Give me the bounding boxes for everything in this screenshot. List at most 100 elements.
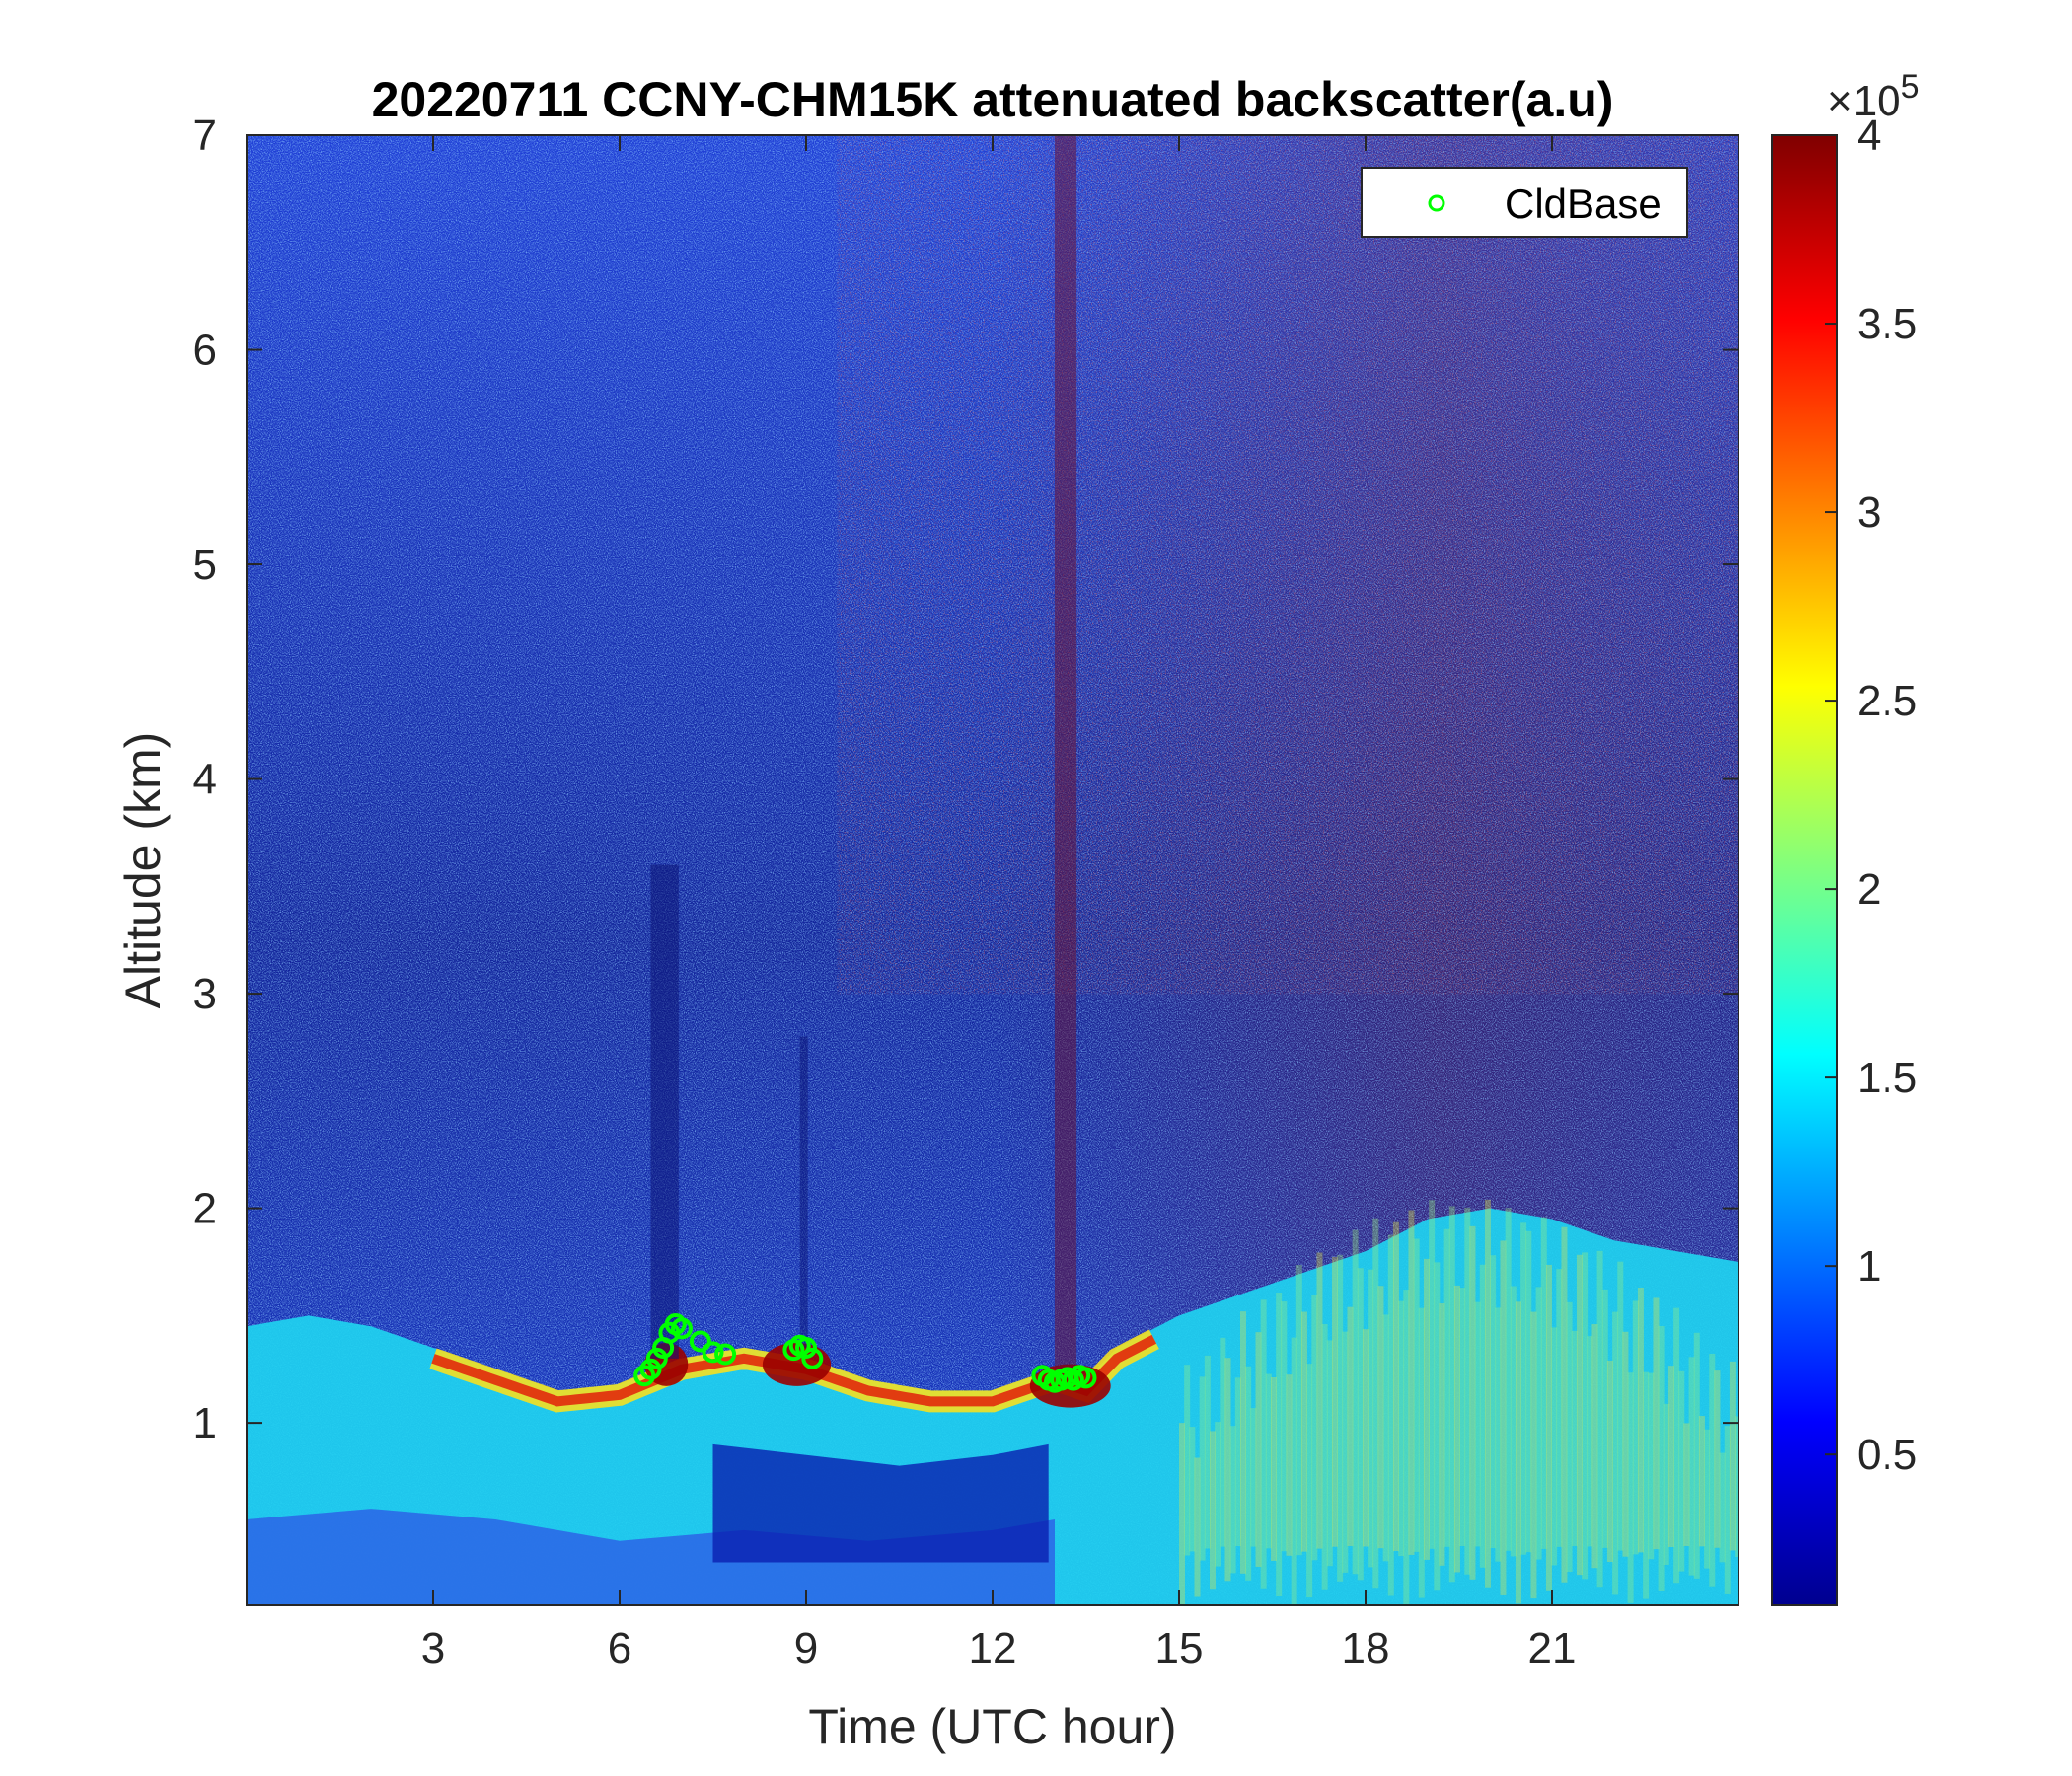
cloud-base-marker [645, 1347, 668, 1369]
convective-plume [1556, 1269, 1563, 1547]
x-tick-label: 21 [1528, 1624, 1577, 1672]
legend-box [1361, 167, 1688, 238]
convective-plume [1220, 1337, 1226, 1547]
cloud-base-marker [639, 1358, 662, 1380]
convective-plume [1622, 1331, 1629, 1557]
convective-plume [1245, 1366, 1252, 1581]
convective-plume [1520, 1222, 1527, 1555]
legend-marker [1428, 194, 1445, 212]
convective-plume [1530, 1311, 1537, 1599]
convective-plume [1347, 1306, 1354, 1547]
convective-plume [1566, 1301, 1573, 1573]
colorbar-exponent-power: 5 [1901, 68, 1920, 106]
convective-plume [1413, 1238, 1420, 1552]
convective-plume [1663, 1403, 1669, 1566]
convective-plume [1719, 1452, 1726, 1563]
convective-plume [1337, 1254, 1344, 1582]
convective-plume [1276, 1293, 1283, 1597]
x-tick-label: 18 [1342, 1624, 1390, 1672]
x-tick-label: 6 [608, 1624, 631, 1672]
convective-plume [1459, 1288, 1466, 1547]
convective-plume [1464, 1207, 1471, 1575]
convective-plume [1368, 1269, 1374, 1568]
convective-plume [1632, 1300, 1639, 1555]
x-tick-label: 3 [421, 1624, 445, 1672]
convective-plume [1403, 1290, 1410, 1604]
convective-plume [1270, 1376, 1277, 1561]
convective-plume [1291, 1337, 1297, 1605]
precip-streak [1055, 135, 1077, 1380]
convective-plume [1714, 1370, 1721, 1548]
convective-plume [1495, 1307, 1502, 1562]
convective-plume [1551, 1327, 1558, 1566]
low-signal-region [712, 1443, 1049, 1563]
convective-plume [1627, 1372, 1634, 1603]
convective-plume [1265, 1373, 1272, 1549]
convective-plume [1469, 1225, 1476, 1580]
convective-plume [1326, 1340, 1333, 1567]
convective-plume [1250, 1408, 1257, 1547]
convective-plume [1724, 1426, 1731, 1594]
colorbar-tick-label: 1 [1857, 1242, 1881, 1291]
convective-plume [1295, 1265, 1302, 1556]
convective-plume [1479, 1264, 1486, 1568]
convective-plume [1683, 1423, 1690, 1547]
convective-plume [1387, 1234, 1394, 1596]
convective-plume [1525, 1230, 1532, 1553]
x-tick-label: 12 [969, 1624, 1017, 1672]
convective-plume [1382, 1314, 1389, 1562]
cloud-base-marker [1074, 1367, 1097, 1389]
colorbar-tick-label: 2.5 [1857, 677, 1917, 725]
convective-plume [1653, 1297, 1660, 1550]
convective-plume [1215, 1422, 1221, 1567]
convective-plume [1300, 1311, 1307, 1552]
convective-plume [1612, 1311, 1619, 1595]
convective-plume [1331, 1256, 1338, 1547]
convective-plume [1199, 1376, 1206, 1561]
convective-plume [1418, 1307, 1425, 1598]
convective-plume [1286, 1374, 1293, 1556]
convective-plume [1439, 1303, 1445, 1566]
convective-plume [1617, 1261, 1624, 1551]
convective-plume [1204, 1355, 1211, 1549]
convective-plume [1362, 1329, 1369, 1547]
x-axis-label: Time (UTC hour) [808, 1699, 1176, 1754]
convective-plume [1545, 1264, 1552, 1591]
convective-plume [1535, 1287, 1542, 1560]
convective-plume [1643, 1371, 1650, 1599]
colorbar-tick-label: 1.5 [1857, 1054, 1917, 1102]
legend-label: CldBase [1505, 181, 1662, 227]
y-tick-label: 4 [193, 756, 217, 804]
convective-plume [1540, 1217, 1547, 1549]
convective-plume [1693, 1332, 1700, 1579]
colorbar-exponent: ×105 [1827, 68, 1920, 125]
convective-plume [1429, 1200, 1436, 1549]
convective-plume [1596, 1250, 1603, 1588]
convective-plume [1510, 1286, 1517, 1557]
convective-plume [1698, 1416, 1705, 1547]
x-tick-label: 9 [794, 1624, 818, 1672]
cloud-base-marker [689, 1330, 711, 1353]
y-axis-label: Altitude (km) [115, 732, 171, 1009]
convective-plume [1658, 1326, 1665, 1591]
convective-plume [1515, 1301, 1521, 1604]
convective-plume [1571, 1330, 1578, 1547]
convective-plume [1234, 1377, 1241, 1547]
convective-plume [1184, 1365, 1191, 1556]
cloud-base-marker [795, 1336, 817, 1359]
convective-plume [1229, 1426, 1236, 1574]
convective-plume [1490, 1255, 1497, 1549]
convective-plume [1321, 1324, 1328, 1590]
colorbar-tick-label: 3.5 [1857, 300, 1917, 348]
convective-plume [1505, 1208, 1512, 1551]
convective-plume [1453, 1285, 1460, 1573]
convective-plume [1606, 1360, 1613, 1563]
convective-plume [1709, 1353, 1716, 1587]
convective-plume [1398, 1300, 1405, 1557]
convective-plume [1306, 1364, 1313, 1598]
convective-plume [1189, 1427, 1196, 1552]
convective-plume [1224, 1358, 1231, 1582]
attenuation-streak [650, 864, 679, 1359]
convective-plume [1474, 1301, 1481, 1547]
